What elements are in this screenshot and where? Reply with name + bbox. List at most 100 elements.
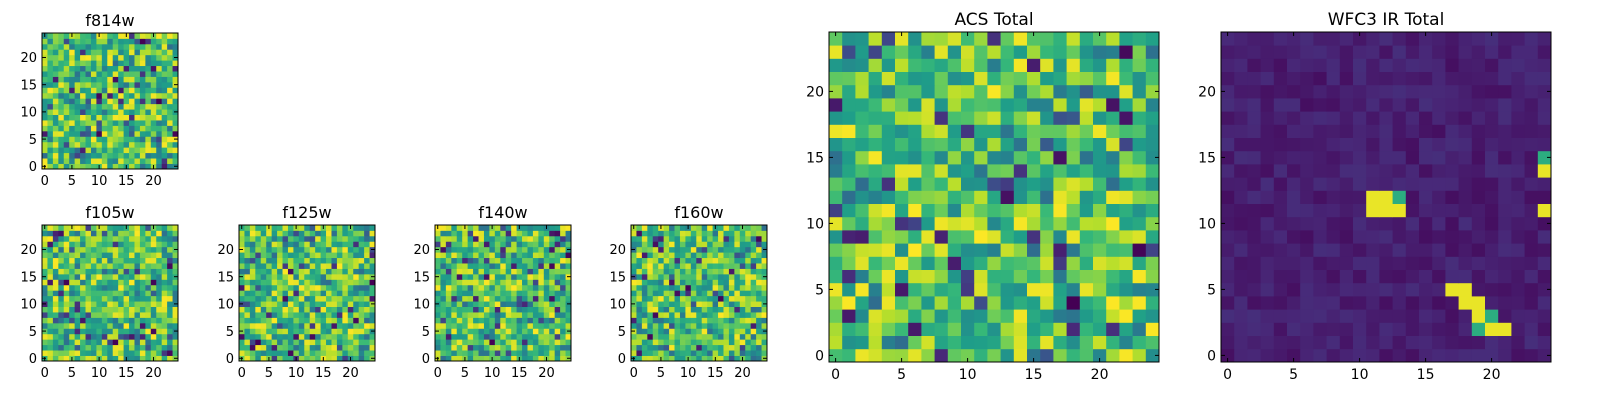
heatmap-cell <box>123 279 130 286</box>
heatmap-cell <box>320 322 327 329</box>
heatmap-cell <box>1511 348 1525 363</box>
heatmap-cell <box>511 241 517 248</box>
heatmap-cell <box>156 87 163 94</box>
heatmap-cell <box>172 71 179 77</box>
heatmap-cell <box>112 65 119 72</box>
heatmap-cell <box>1040 269 1054 284</box>
heatmap-cell <box>921 269 935 284</box>
heatmap-cell <box>1119 322 1133 336</box>
heatmap-cell <box>145 257 152 264</box>
heatmap-cell <box>123 81 130 88</box>
heatmap-cell <box>150 76 157 83</box>
heatmap-cell <box>101 43 108 50</box>
heatmap-cell <box>641 295 648 302</box>
heatmap-cell <box>1471 32 1486 46</box>
heatmap-cell <box>1379 32 1393 46</box>
heatmap-cell <box>1366 137 1380 152</box>
heatmap-cell <box>134 136 141 143</box>
heatmap-cell <box>647 333 654 340</box>
heatmap-cell <box>167 246 173 253</box>
heatmap-cell <box>1379 45 1393 59</box>
heatmap-cell <box>239 241 245 248</box>
heatmap-cell <box>1458 124 1473 138</box>
heatmap-cell <box>74 230 81 237</box>
heatmap-cell <box>658 257 665 264</box>
heatmap-cell <box>298 333 305 340</box>
heatmap-cell <box>123 76 130 83</box>
heatmap-cell <box>112 284 119 291</box>
heatmap-cell <box>734 328 741 335</box>
heatmap-cell <box>723 350 730 356</box>
heatmap-cell <box>1013 124 1028 138</box>
heatmap-cell <box>1353 98 1367 112</box>
heatmap-cell <box>74 317 81 324</box>
heatmap-cell <box>260 312 267 318</box>
heatmap-cell <box>1053 32 1067 46</box>
heatmap-cell <box>1287 256 1301 270</box>
heatmap-cell <box>1313 282 1327 297</box>
heatmap-cell <box>309 241 316 248</box>
heatmap-cell <box>842 111 856 125</box>
heatmap-cell <box>908 177 922 191</box>
heatmap-cell <box>347 312 354 318</box>
heatmap-cell <box>134 241 141 248</box>
heatmap-cell <box>842 150 856 165</box>
heatmap-cell <box>829 164 843 178</box>
heatmap-cell <box>674 279 681 286</box>
heatmap-cell <box>255 235 262 242</box>
heatmap-cell <box>347 333 354 340</box>
heatmap-cell <box>631 257 637 264</box>
heatmap-cell <box>456 246 463 253</box>
heatmap-cell <box>1498 322 1512 336</box>
heatmap-cell <box>1471 58 1486 72</box>
heatmap-cell <box>331 317 338 324</box>
heatmap-cell <box>478 279 485 286</box>
heatmap-cell <box>52 109 59 115</box>
heatmap-cell <box>101 120 108 126</box>
heatmap-cell <box>161 114 168 121</box>
heatmap-cell <box>647 235 654 242</box>
heatmap-cell <box>1040 190 1054 204</box>
heatmap-cell <box>358 328 365 335</box>
heatmap-cell <box>1537 71 1552 86</box>
heatmap-cell <box>1511 111 1525 125</box>
heatmap-cell <box>868 45 883 59</box>
heatmap-cell <box>172 49 179 56</box>
heatmap-cell <box>47 49 54 56</box>
heatmap-cell <box>172 284 179 291</box>
heatmap-cell <box>69 306 76 313</box>
heatmap-cell <box>47 65 54 72</box>
heatmap-cell <box>505 350 512 356</box>
heatmap-cell <box>511 301 517 307</box>
heatmap-cell <box>123 273 130 280</box>
heatmap-cell <box>881 230 896 244</box>
heatmap-cell <box>696 252 703 259</box>
heatmap-cell <box>118 103 124 110</box>
heatmap-cell <box>1300 137 1314 152</box>
heatmap-cell <box>74 301 81 307</box>
heatmap-cell <box>331 350 338 356</box>
heatmap-cell <box>1511 190 1525 204</box>
heatmap-cell <box>701 290 708 297</box>
heatmap-cell <box>112 295 119 302</box>
heatmap-cell <box>842 335 856 350</box>
heatmap-cell <box>112 158 119 164</box>
heatmap-cell <box>112 333 119 340</box>
heatmap-cell <box>1106 322 1120 336</box>
heatmap-cell <box>353 333 360 340</box>
heatmap-cell <box>1145 348 1160 363</box>
heatmap-cell <box>63 355 70 362</box>
heatmap-cell <box>1432 309 1446 323</box>
heatmap-cell <box>107 230 114 237</box>
heatmap-cell <box>282 344 289 351</box>
heatmap-cell <box>554 322 561 329</box>
heatmap-cell <box>1485 84 1499 99</box>
heatmap-cell <box>129 125 135 132</box>
heatmap-cell <box>718 225 724 231</box>
heatmap-cell <box>987 137 1001 152</box>
heatmap-cell <box>1498 150 1512 165</box>
heatmap-cell <box>134 152 141 159</box>
heatmap-cell <box>129 163 135 170</box>
heatmap-cell <box>1511 164 1525 178</box>
heatmap-cell <box>112 328 119 335</box>
